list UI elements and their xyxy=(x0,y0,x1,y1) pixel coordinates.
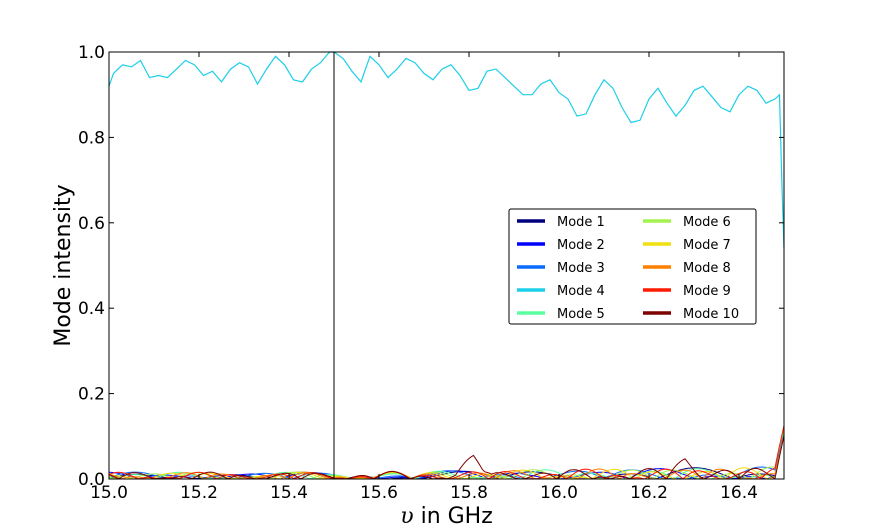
x-tick-label: 15.8 xyxy=(450,483,488,503)
y-axis-label: Mode intensity xyxy=(51,184,76,346)
legend-label: Mode 7 xyxy=(683,238,731,253)
x-axis-label-text: in GHz xyxy=(414,504,493,529)
y-tick-label: 0.8 xyxy=(78,128,105,148)
legend-label: Mode 2 xyxy=(557,238,605,253)
x-axis-ticks: 15.0 15.2 15.4 15.6 15.8 16.0 16.2 16.4 xyxy=(90,52,758,503)
legend-label: Mode 4 xyxy=(557,284,605,299)
legend-label: Mode 6 xyxy=(683,215,731,230)
legend-label: Mode 3 xyxy=(557,261,605,276)
legend-label: Mode 9 xyxy=(683,284,731,299)
series-line-4 xyxy=(108,51,785,249)
x-tick-label: 16.0 xyxy=(540,483,578,503)
y-tick-label: 0.2 xyxy=(78,385,105,405)
legend-box xyxy=(508,208,757,325)
x-axis-label-symbol: υ xyxy=(400,504,413,529)
x-tick-label: 16.4 xyxy=(720,483,758,503)
series-line-2 xyxy=(108,429,785,480)
x-tick-label: 16.2 xyxy=(630,483,668,503)
x-axis-label: υ in GHz xyxy=(400,504,493,529)
legend-label: Mode 5 xyxy=(557,307,605,322)
x-tick-label: 15.4 xyxy=(270,483,308,503)
y-tick-label: 0.4 xyxy=(78,299,105,319)
legend: Mode 1 Mode 2 Mode 3 Mode 4 Mode 5 Mode 6 Mode… xyxy=(508,208,757,325)
legend-label: Mode 1 xyxy=(557,215,605,230)
x-tick-label: 15.2 xyxy=(180,483,218,503)
y-axis-ticks: 0.0 0.2 0.4 0.6 0.8 1.0 xyxy=(78,43,784,490)
y-tick-label: 0.6 xyxy=(78,214,105,234)
y-tick-label: 1.0 xyxy=(78,43,105,63)
y-tick-label: 0.0 xyxy=(78,470,105,490)
x-tick-label: 15.6 xyxy=(360,483,398,503)
legend-label: Mode 8 xyxy=(683,261,731,276)
plot-frame xyxy=(108,51,785,480)
x-tick-label: 15.0 xyxy=(90,483,128,503)
legend-label: Mode 10 xyxy=(683,307,739,322)
